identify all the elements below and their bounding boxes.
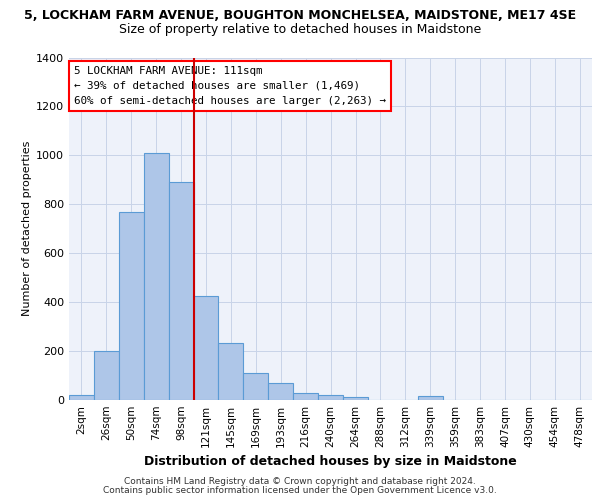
Bar [194,296,218,400]
Text: 5 LOCKHAM FARM AVENUE: 111sqm
← 39% of detached houses are smaller (1,469)
60% o: 5 LOCKHAM FARM AVENUE: 111sqm ← 39% of d… [74,66,386,106]
Bar [318,395,343,400]
Bar [293,393,318,400]
Bar [218,342,244,400]
Bar [94,351,119,400]
Y-axis label: Number of detached properties: Number of detached properties [22,141,32,316]
Text: Contains public sector information licensed under the Open Government Licence v3: Contains public sector information licen… [103,486,497,495]
Text: 5, LOCKHAM FARM AVENUE, BOUGHTON MONCHELSEA, MAIDSTONE, ME17 4SE: 5, LOCKHAM FARM AVENUE, BOUGHTON MONCHEL… [24,9,576,22]
Bar [343,397,368,400]
Bar [119,212,144,400]
Bar [69,395,94,400]
Bar [268,384,293,400]
Bar [418,396,443,400]
Text: Contains HM Land Registry data © Crown copyright and database right 2024.: Contains HM Land Registry data © Crown c… [124,477,476,486]
Text: Size of property relative to detached houses in Maidstone: Size of property relative to detached ho… [119,22,481,36]
Bar [169,182,194,400]
Bar [144,153,169,400]
Bar [244,373,268,400]
X-axis label: Distribution of detached houses by size in Maidstone: Distribution of detached houses by size … [144,456,517,468]
